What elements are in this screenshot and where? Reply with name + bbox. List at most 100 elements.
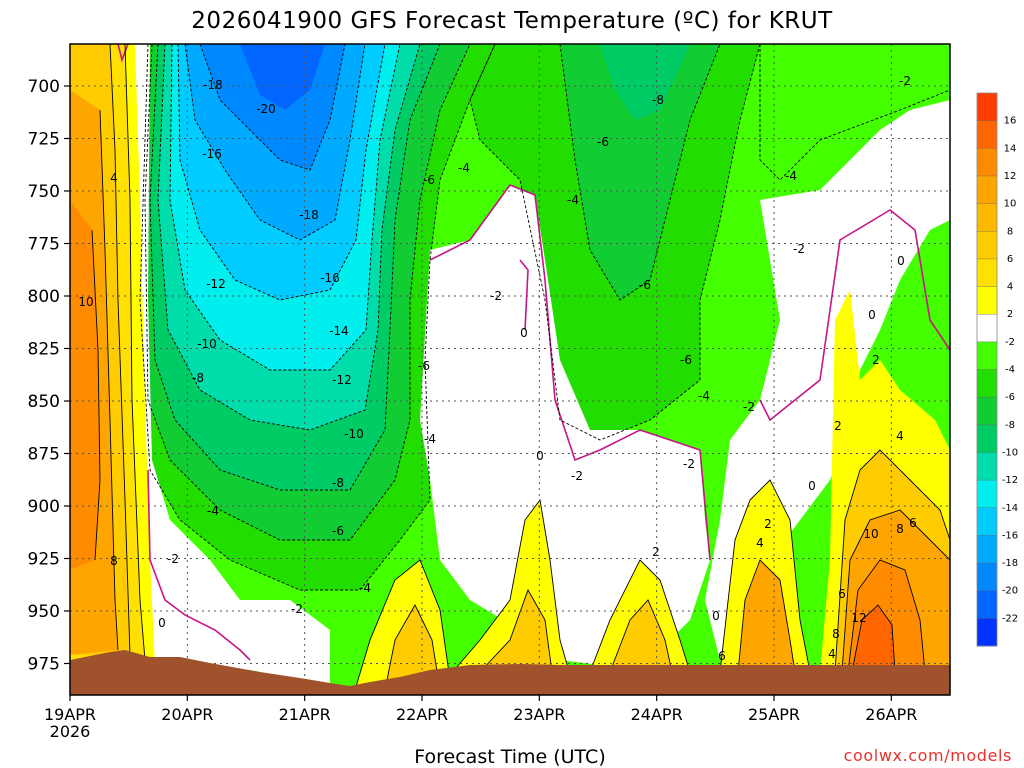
field-band-minus4-top-right [760, 44, 950, 180]
colorbar-swatch [977, 563, 997, 592]
contour-label: -2 [743, 400, 755, 414]
colorbar-swatch [977, 175, 997, 205]
contour-label: -6 [332, 524, 344, 538]
field-band-minus22 [240, 44, 325, 110]
colorbar-label: -14 [1002, 503, 1018, 514]
contour-label: 2 [652, 545, 660, 559]
y-tick-label: 850 [28, 392, 60, 412]
x-tick-label: 22APR [396, 705, 448, 724]
colorbar-label: 8 [1007, 226, 1013, 237]
colorbar-swatch [977, 397, 997, 426]
contour-label: -4 [567, 193, 579, 207]
y-tick-label: 700 [28, 77, 60, 97]
colorbar-swatch [977, 452, 997, 481]
contour-label: -8 [332, 476, 344, 490]
contour-label: -10 [344, 427, 364, 441]
x-tick-label: 21APR [279, 705, 331, 724]
contour-label: -16 [202, 147, 222, 161]
contour-label: -2 [899, 74, 911, 88]
contour-label: -4 [458, 161, 470, 175]
field-band-warm-left-10 [70, 200, 100, 570]
contour-label: 6 [909, 516, 917, 530]
contour-label: -4 [424, 432, 436, 446]
contour-label: -2 [683, 457, 695, 471]
contour-label: 4 [756, 536, 764, 550]
y-tick-label: 825 [28, 340, 60, 360]
contour-label: -8 [192, 371, 204, 385]
y-tick-label: 950 [28, 602, 60, 622]
contour-label: 2 [872, 353, 880, 367]
contour-label: 0 [808, 479, 816, 493]
contour-label: 0 [536, 449, 544, 463]
x-axis-title: Forecast Time (UTC) [414, 746, 605, 768]
contour-label: -6 [680, 353, 692, 367]
contour-label: 0 [158, 616, 166, 630]
contour-label: -20 [256, 102, 276, 116]
grid [70, 44, 950, 695]
colorbar-swatch [977, 148, 997, 177]
colorbar-swatch [977, 231, 997, 260]
contour-label: -2 [793, 242, 805, 256]
colorbar-swatch [977, 314, 997, 343]
credit-text: coolwx.com/models [844, 746, 1012, 765]
x-start-year: 2026 [50, 722, 91, 741]
contour-label: -6 [639, 278, 651, 292]
contour-label: -18 [203, 78, 223, 92]
contour-label: 6 [838, 587, 846, 601]
colorbar-label: 4 [1007, 282, 1013, 293]
colorbar-label: 6 [1007, 254, 1013, 265]
field-band-zero-center [420, 185, 710, 665]
plot-frame [69, 43, 951, 696]
contour-label: -10 [197, 337, 217, 351]
field-blob-26apr-12 [852, 605, 895, 672]
colorbar-swatch [977, 480, 997, 509]
colorbar-swatch [977, 120, 997, 149]
contour-label: 10 [863, 527, 878, 541]
contour-label: -4 [785, 169, 797, 183]
colorbar-swatch [977, 507, 997, 536]
colorbar-label: -10 [1002, 447, 1018, 458]
colorbar-label: -6 [1005, 392, 1015, 403]
contour-label: 8 [110, 554, 118, 568]
x-tick-label: 20APR [161, 705, 213, 724]
colorbar-swatch [977, 286, 997, 315]
colorbar-label: 16 [1004, 116, 1017, 127]
contour-label: 4 [896, 429, 904, 443]
contour-label: 0 [897, 254, 905, 268]
contour-label: -4 [207, 504, 219, 518]
colorbar-swatch [977, 341, 997, 370]
colorbar-label: -16 [1002, 530, 1018, 541]
colorbar-label: 12 [1004, 171, 1017, 182]
contour-label: -12 [206, 277, 226, 291]
contour-label: -6 [418, 359, 430, 373]
field-band-minus8-right [560, 44, 720, 300]
colorbar-swatch [977, 203, 997, 232]
y-tick-label: 800 [28, 287, 60, 307]
y-tick-label: 875 [28, 445, 60, 465]
x-tick-label: 26APR [865, 705, 917, 724]
field-blob-24apr-core [610, 600, 672, 672]
contour-label: -6 [423, 173, 435, 187]
contour-label: -6 [597, 135, 609, 149]
colorbar: 16 14 12 10 8 6 4 2 -2 -4 -6 -8 -10 -12 -14 -16 -18 -20 -2… [976, 92, 1018, 647]
contour-label: -12 [332, 373, 352, 387]
colorbar-swatch [977, 369, 997, 398]
colorbar-label: 2 [1007, 309, 1013, 320]
field-blob-25apr-core [738, 560, 795, 672]
contour-label: -2 [571, 469, 583, 483]
contour-label: 0 [712, 609, 720, 623]
colorbar-swatch [977, 424, 997, 453]
colorbar-swatch [977, 590, 997, 619]
x-tick-label: 19APR [44, 705, 96, 724]
y-tick-label: 925 [28, 550, 60, 570]
colorbar-swatch [977, 618, 997, 647]
contour-label: -4 [698, 389, 710, 403]
y-tick-label: 975 [28, 655, 60, 675]
x-axis: 19APR 20APR 21APR 22APR 23APR 24APR 25APR 26APR… [44, 695, 917, 741]
contour-label: 10 [78, 295, 93, 309]
colorbar-swatch [977, 93, 997, 122]
colorbar-swatch [977, 535, 997, 564]
contour-label: -18 [299, 208, 319, 222]
contour-label: 2 [764, 517, 772, 531]
colorbar-label: -18 [1002, 558, 1018, 569]
